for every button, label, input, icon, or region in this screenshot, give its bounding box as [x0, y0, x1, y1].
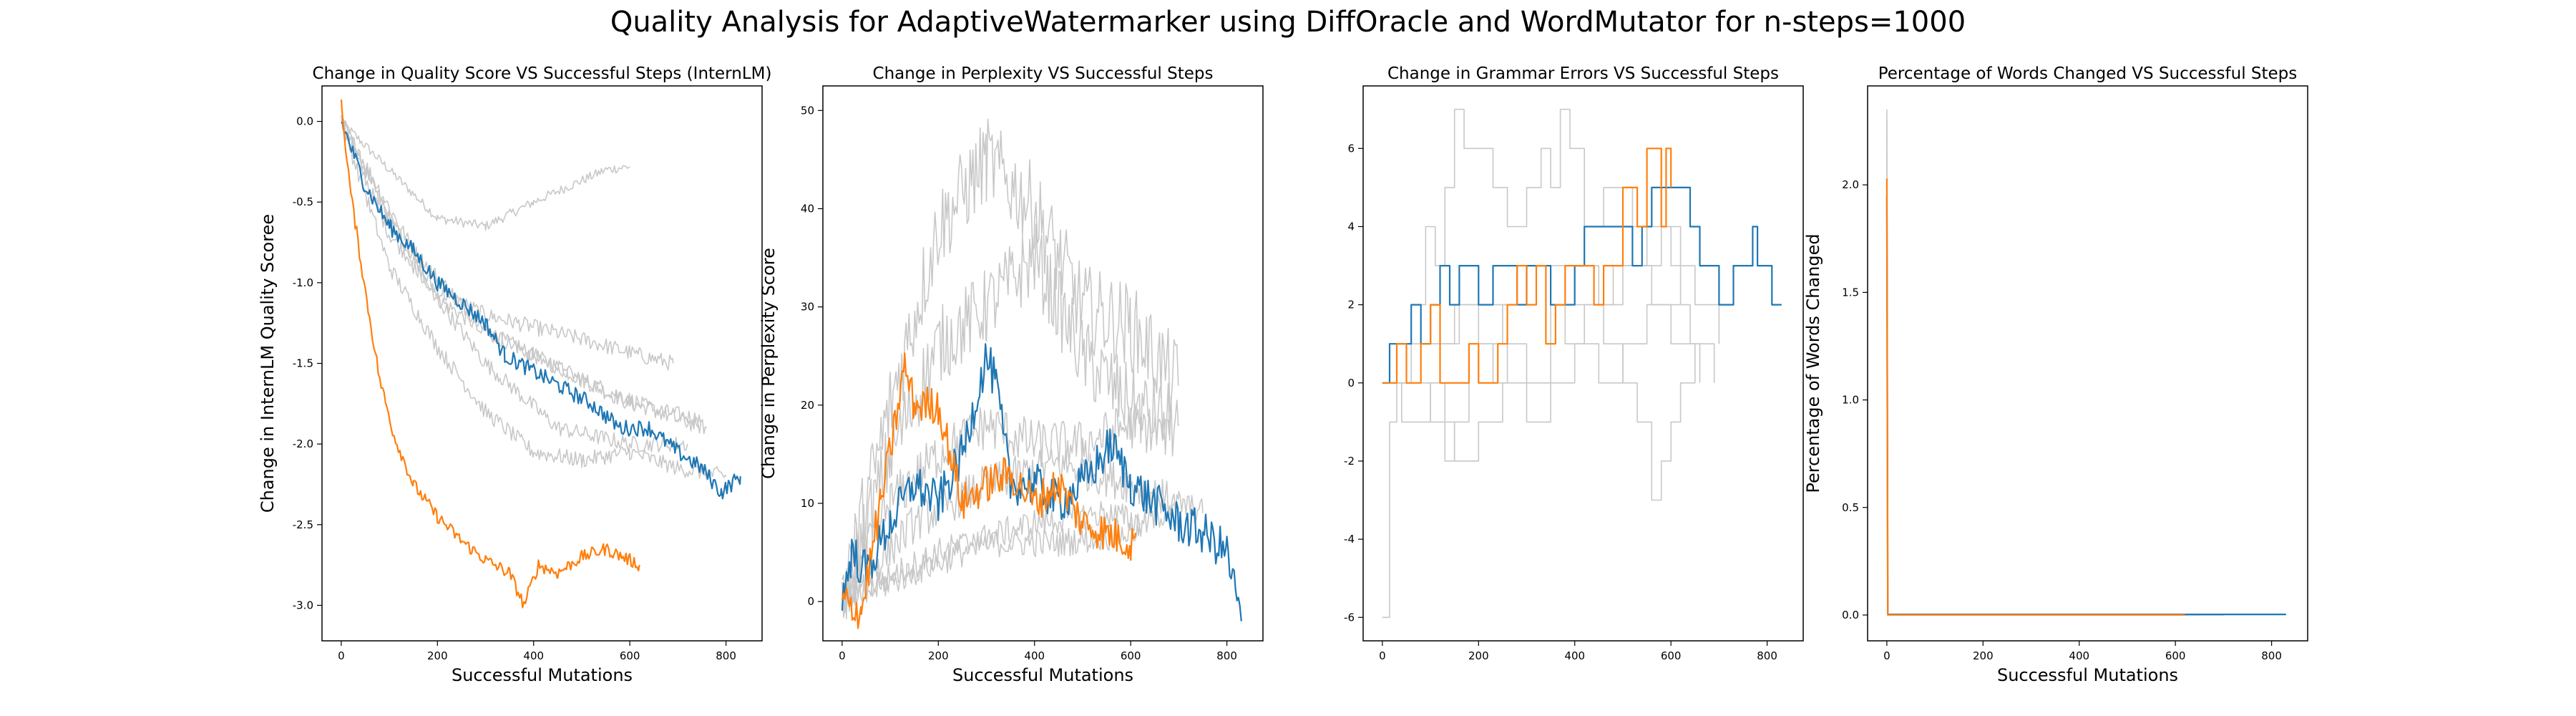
series-line-orange-8	[841, 352, 1136, 629]
series-line-gray-5	[341, 119, 688, 453]
series-line-gray-2	[1382, 304, 1696, 501]
series-line-gray-1	[341, 120, 630, 231]
y-tick-label: 40	[801, 202, 814, 215]
x-tick-label: 0	[1883, 649, 1890, 662]
series-line-gray-6	[341, 120, 727, 481]
y-tick-label: 0	[807, 595, 814, 608]
x-tick-label: 400	[1564, 649, 1585, 662]
series-line-gray-3	[341, 115, 674, 371]
y-tick-label: -4	[1344, 533, 1355, 546]
figure-title: Quality Analysis for AdaptiveWatermarker…	[610, 6, 1966, 39]
axes-frame	[1867, 85, 2308, 642]
chart-panel-4: 0 200 400 600 800 0.0 0.5 1.0 1.5 2.0 Percentage o…	[1803, 64, 2308, 685]
y-tick-label: 1.0	[1842, 394, 1859, 407]
x-tick-label: 800	[1757, 649, 1777, 662]
y-tick-label: -0.5	[293, 195, 313, 208]
y-tick-label: 0.0	[296, 115, 313, 128]
series-line-gray-5	[1382, 265, 1715, 384]
x-tick-label: 400	[2069, 649, 2089, 662]
axes-frame	[1362, 85, 1804, 642]
series-line-gray-4	[341, 117, 708, 435]
y-tick-label: 2.0	[1842, 178, 1859, 191]
y-tick-label: 10	[801, 497, 814, 510]
x-tick-label: 600	[620, 649, 640, 662]
y-tick-label: -1.0	[293, 276, 313, 289]
y-tick-label: -6	[1344, 611, 1355, 624]
x-tick-label: 400	[1024, 649, 1045, 662]
x-tick-label: 200	[1973, 649, 1994, 662]
x-tick-label: 800	[1216, 649, 1237, 662]
series-line-blue-7	[341, 121, 741, 500]
x-tick-label: 0	[839, 649, 846, 662]
y-axis-label: Change in Perplexity Score	[758, 248, 779, 479]
series-line-gray-1	[1886, 109, 2224, 616]
x-tick-label: 0	[1379, 649, 1386, 662]
chart-panel-2: 0 200 400 600 800 0 10 20 30 40 50 Change in Perple…	[758, 64, 1264, 685]
series-line-gray-2	[1886, 120, 2200, 616]
y-tick-label: 0.0	[1842, 609, 1859, 621]
series-line-gray-1	[1382, 108, 1682, 619]
x-tick-label: 400	[523, 649, 544, 662]
series-line-orange-7	[1382, 147, 1672, 384]
y-tick-label: 0.5	[1842, 501, 1859, 514]
series-line-gray-1	[841, 118, 1179, 603]
y-tick-label: -3.0	[293, 599, 313, 611]
y-tick-label: 0	[1347, 377, 1355, 390]
series-line-gray-2	[341, 122, 703, 427]
y-tick-label: 1.5	[1842, 286, 1859, 299]
y-axis-label: Percentage of Words Changed	[1803, 233, 1823, 493]
y-tick-label: -2.0	[293, 437, 313, 450]
x-tick-label: 200	[427, 649, 448, 662]
x-tick-label: 200	[1468, 649, 1489, 662]
series-line-gray-6	[841, 500, 1141, 613]
y-tick-label: 50	[801, 104, 814, 117]
series-line-gray-3	[841, 403, 1170, 604]
x-tick-label: 600	[2165, 649, 2186, 662]
series-line-orange-4	[1885, 178, 2185, 616]
x-tick-label: 600	[1121, 649, 1141, 662]
x-tick-label: 800	[2261, 649, 2282, 662]
series-line-gray-5	[841, 490, 1204, 613]
axes-title: Change in Perplexity VS Successful Steps	[873, 64, 1214, 83]
x-tick-label: 800	[716, 649, 736, 662]
y-tick-label: -2	[1344, 455, 1355, 468]
x-tick-label: 0	[338, 649, 345, 662]
y-tick-label: 20	[801, 399, 814, 412]
series-line-blue-6	[1382, 186, 1782, 384]
y-tick-label: -2.5	[293, 518, 313, 531]
chart-panel-3: 0 200 400 600 800 6 4 2 0 -2 -4 -6 Change in Grammar…	[1344, 64, 1804, 662]
x-axis-label: Successful Mutations	[1997, 665, 2178, 685]
y-tick-label: 30	[801, 301, 814, 314]
axes-frame	[822, 85, 1264, 642]
x-axis-label: Successful Mutations	[452, 665, 633, 685]
series-line-blue-7	[841, 343, 1242, 621]
axes-title: Percentage of Words Changed VS Successfu…	[1878, 64, 2298, 83]
series-line-orange-8	[340, 99, 640, 609]
series-line-gray-4	[1382, 304, 1701, 462]
series-line-gray-4	[841, 448, 1175, 619]
y-tick-label: 6	[1347, 142, 1355, 155]
y-tick-label: -1.5	[293, 357, 313, 370]
chart-panel-1: 0 200 400 600 800 0.0 -0.5 -1.0 -1.5 -2.0 -2.5 -3.0…	[258, 64, 771, 685]
y-tick-label: 4	[1347, 220, 1355, 233]
axes-title: Change in Quality Score VS Successful St…	[313, 64, 772, 83]
axes-title: Change in Grammar Errors VS Successful S…	[1387, 64, 1779, 83]
y-tick-label: 2	[1347, 299, 1355, 311]
series-line-gray-2	[841, 223, 1180, 619]
y-axis-label: Change in InternLM Quality Scoree	[258, 214, 278, 513]
series-line-blue-3	[1885, 195, 2286, 616]
x-tick-label: 600	[1661, 649, 1682, 662]
x-tick-label: 200	[928, 649, 949, 662]
x-axis-label: Successful Mutations	[952, 665, 1133, 685]
